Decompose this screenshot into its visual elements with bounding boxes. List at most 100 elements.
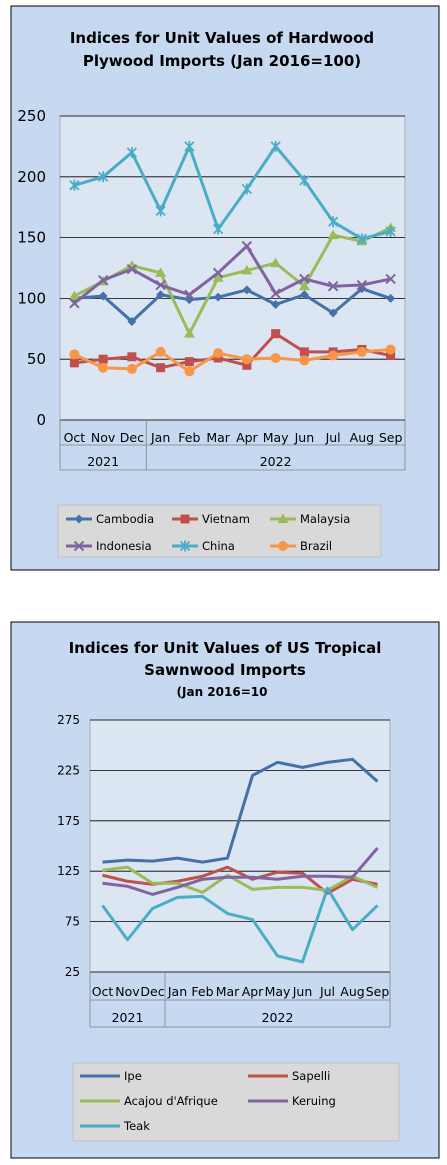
chart-1-data-point: [98, 291, 108, 301]
chart-2-x-tick-label: Mar: [216, 984, 240, 999]
chart-1-data-point: [242, 285, 252, 295]
chart-1-x-tick-label: Apr: [236, 430, 258, 445]
chart-1-data-point: [126, 146, 138, 158]
chart-2-legend-label: Ipe: [124, 1069, 142, 1083]
chart-1-data-point: [270, 288, 281, 299]
chart-1-x-tick-label: Feb: [178, 430, 200, 445]
chart-1-legend-label: Malaysia: [300, 512, 350, 526]
chart-1-data-point: [271, 299, 281, 309]
chart-1-data-point: [184, 140, 195, 152]
chart-1-series-line: [73, 226, 392, 336]
chart-2-gridlines: [90, 719, 390, 973]
chart-2-legend-label: Teak: [123, 1119, 150, 1133]
chart-1-x-tick-label: May: [263, 430, 289, 445]
chart-2-x-tick-label: Feb: [191, 984, 213, 999]
chart-1-data-point: [155, 279, 166, 291]
chart-1-legend: Cambodia Vietnam Malaysia Indonesia China Bra…: [66, 512, 350, 553]
chart-1-legend-item: Brazil: [270, 539, 332, 553]
chart-1-legend-label: Vietnam: [202, 512, 250, 526]
chart-1-data-point: [327, 229, 339, 240]
chart-1-series-line: [74, 287, 392, 324]
chart-1-legend-label: China: [202, 539, 235, 553]
chart-1-x-tick-label: Aug: [350, 430, 374, 445]
chart-1-data-point: [212, 272, 224, 282]
chart-2-series: [101, 757, 379, 964]
chart-1-series-line: [73, 244, 391, 305]
chart-1-legend-marker: [73, 540, 85, 552]
chart-1-year-label: 2022: [260, 454, 292, 469]
chart-1-x-tick-label: Mar: [206, 430, 230, 445]
chart-1-y-tick-label: 200: [17, 168, 46, 186]
chart-1-data-point: [156, 290, 166, 300]
chart-1-data-point: [242, 360, 252, 370]
chart-1-data-point: [299, 273, 310, 285]
chart-2-x-tick-label: Oct: [92, 984, 114, 999]
chart-1-x-tick-label: Dec: [120, 430, 144, 445]
chart-2-legend-item: Acajou d'Afrique: [80, 1094, 218, 1108]
chart-1-data-point: [98, 362, 109, 373]
chart-1-data-point: [184, 366, 195, 377]
chart-1-data-point: [328, 350, 339, 361]
chart-1-data-point: [386, 351, 396, 361]
chart-1-data-point: [299, 347, 309, 357]
chart-2-x-tick-label: Dec: [140, 984, 164, 999]
chart-1-y-tick-label: 0: [36, 411, 46, 429]
chart-1-data-point: [298, 280, 310, 291]
chart-1-data-point: [155, 346, 166, 357]
chart-1-data-point: [69, 349, 80, 360]
chart-2: Indices for Unit Values of US Tropical S…: [10, 621, 440, 1159]
chart-2-x-tick-label: Jan: [167, 984, 187, 999]
chart-1-data-point: [299, 174, 310, 186]
chart-1-subtitle: Plywood Imports (Jan 2016=100): [83, 52, 361, 70]
chart-1-data-point: [356, 233, 368, 245]
chart-1-y-axis: 0 50 100 150 200 250: [17, 107, 46, 429]
chart-2-series-line: [102, 847, 379, 896]
chart-2-subtitle: Sawnwood Imports: [144, 661, 306, 679]
chart-2-y-tick-label: 25: [65, 965, 80, 979]
chart-2-series-line: [102, 757, 379, 864]
chart-1: Indices for Unit Values of Hardwood Plyw…: [10, 5, 440, 571]
chart-1-data-point: [299, 355, 310, 366]
chart-1-data-point: [270, 140, 281, 152]
chart-1-legend-marker: [278, 541, 288, 551]
chart-2-year-label: 2021: [112, 1010, 144, 1025]
chart-1-series-indonesia: [69, 240, 396, 309]
chart-2-x-tick-label: Aug: [340, 984, 364, 999]
chart-1-x-tick-label: Sep: [379, 430, 403, 445]
chart-1-data-point: [270, 257, 282, 268]
chart-1-data-point: [184, 289, 195, 300]
chart-1-data-point: [183, 328, 195, 338]
chart-1-legend-marker: [179, 540, 191, 552]
chart-1-data-point: [69, 179, 80, 191]
chart-1-legend-marker: [180, 514, 190, 524]
chart-1-data-point: [386, 293, 396, 303]
chart-2-legend-label: Keruing: [292, 1094, 336, 1108]
chart-1-legend-label: Cambodia: [96, 512, 154, 526]
chart-2-title: Indices for Unit Values of US Tropical: [69, 639, 382, 657]
chart-2-x-tick-label: Jul: [319, 984, 335, 999]
chart-1-legend-item: Vietnam: [172, 512, 250, 526]
chart-2-series-acajou-d-afrique: [102, 865, 379, 894]
chart-1-series-china: [69, 140, 396, 245]
chart-1-plot-area: [59, 115, 406, 421]
chart-2-series-line: [102, 865, 379, 894]
chart-1-data-point: [127, 317, 137, 327]
chart-2-series-sapelli: [102, 865, 378, 895]
chart-1-data-point: [241, 240, 253, 252]
chart-2-series-keruing: [102, 847, 379, 896]
chart-1-title: Indices for Unit Values of Hardwood: [70, 29, 374, 47]
chart-1-legend-item: Indonesia: [66, 539, 152, 553]
chart-1-data-point: [241, 183, 253, 195]
chart-1-year-label: 2021: [87, 454, 119, 469]
chart-1-data-point: [385, 273, 396, 285]
chart-1-data-point: [385, 226, 396, 238]
chart-2-y-tick-label: 225: [57, 763, 80, 777]
chart-2-legend-item: Ipe: [80, 1069, 142, 1083]
chart-1-data-point: [299, 290, 309, 300]
chart-1-x-tick-label: Jan: [150, 430, 170, 445]
chart-1-legend-label: Brazil: [300, 539, 332, 553]
chart-2-legend: Ipe Sapelli Acajou d'Afrique Keruing Teak: [80, 1069, 336, 1133]
chart-1-data-point: [156, 363, 166, 373]
chart-1-data-point: [213, 348, 224, 359]
